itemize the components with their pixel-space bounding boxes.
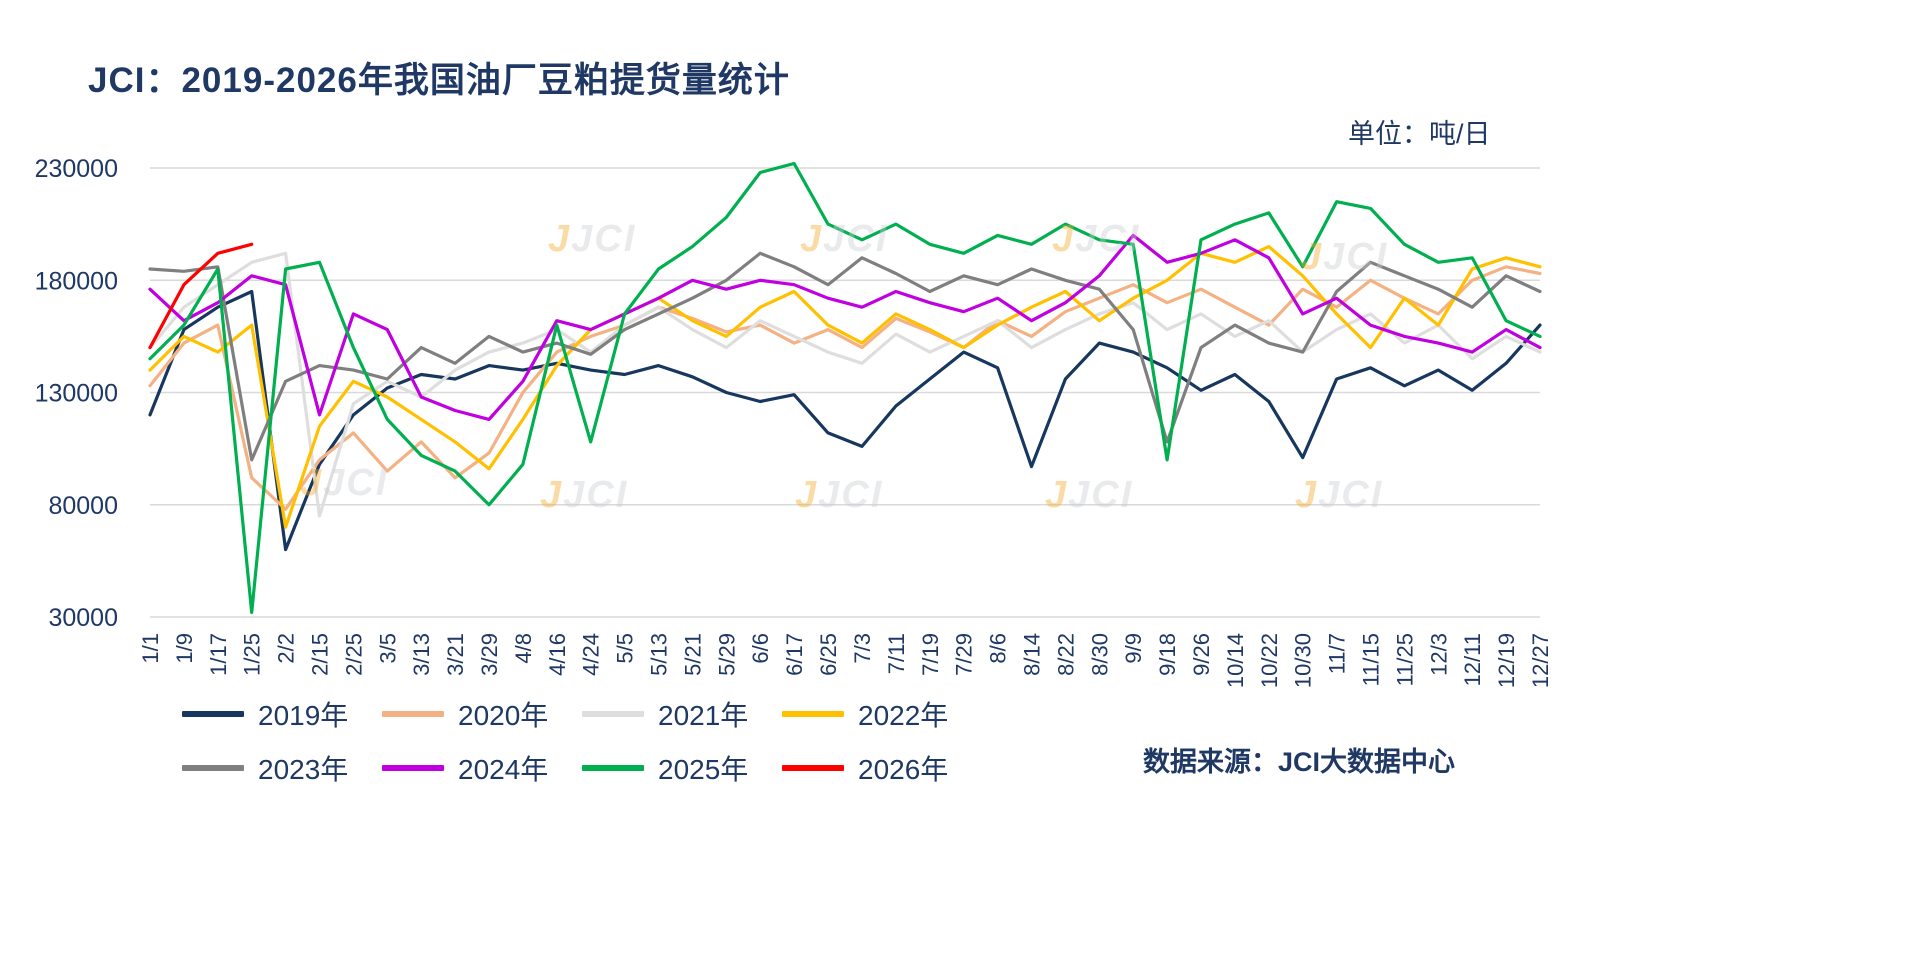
x-tick-label: 7/3 <box>850 633 875 664</box>
legend-swatch-2026 <box>782 765 844 771</box>
series-line-2022年 <box>148 245 1542 529</box>
x-tick-label: 12/27 <box>1528 633 1553 688</box>
data-source-label: 数据来源：JCI大数据中心 <box>1143 747 1456 777</box>
y-tick-label: 30000 <box>48 604 118 632</box>
x-tick-label: 7/19 <box>918 633 943 676</box>
legend-swatch-2025 <box>582 765 644 771</box>
x-tick-label: 11/25 <box>1392 633 1417 686</box>
page-title: JCI：2019-2026年我国油厂豆粕提货量统计 <box>88 61 790 100</box>
legend-swatch-2021 <box>582 711 644 717</box>
x-tick-label: 8/22 <box>1053 633 1078 676</box>
x-tick-label: 5/21 <box>680 633 705 676</box>
x-tick-label: 6/6 <box>748 633 773 664</box>
x-tick-label: 3/5 <box>375 633 400 664</box>
x-tick-label: 9/18 <box>1155 633 1180 676</box>
x-tick-label: 4/8 <box>511 633 536 664</box>
legend-label-2021: 2021年 <box>658 700 749 731</box>
x-tick-label: 1/1 <box>138 633 163 664</box>
y-tick-label: 180000 <box>35 267 118 295</box>
x-tick-label: 3/13 <box>409 633 434 676</box>
x-tick-label: 10/22 <box>1257 633 1282 688</box>
x-tick-label: 10/14 <box>1223 633 1248 688</box>
series-line-2021年 <box>148 251 1542 518</box>
x-tick-label: 5/5 <box>613 633 638 664</box>
x-tick-label: 11/15 <box>1358 633 1383 686</box>
legend-label-2025: 2025年 <box>658 754 749 785</box>
x-tick-label: 2/2 <box>274 633 299 664</box>
legend-label-2023: 2023年 <box>258 754 349 785</box>
legend-label-2019: 2019年 <box>258 700 349 731</box>
legend-swatch-2023 <box>182 765 244 771</box>
legend-swatch-2020 <box>382 711 444 717</box>
legend-item-2024: 2024年 <box>382 748 582 788</box>
legend-item-2025: 2025年 <box>582 748 782 788</box>
x-tick-label: 1/25 <box>240 633 265 676</box>
x-tick-label: 4/24 <box>579 633 604 676</box>
x-tick-label: 10/30 <box>1291 633 1316 688</box>
legend-item-2019: 2019年 <box>182 694 382 734</box>
legend-label-2022: 2022年 <box>858 700 949 731</box>
series-line-2019年 <box>148 289 1542 552</box>
x-tick-label: 8/30 <box>1087 633 1112 676</box>
x-tick-label: 1/9 <box>172 633 197 664</box>
legend-item-2023: 2023年 <box>182 748 382 788</box>
x-tick-label: 12/19 <box>1494 633 1519 688</box>
x-tick-label: 3/21 <box>443 633 468 676</box>
legend-label-2026: 2026年 <box>858 754 949 785</box>
legend-swatch-2022 <box>782 711 844 717</box>
x-tick-label: 6/17 <box>782 633 807 676</box>
series-line-2024年 <box>148 233 1542 421</box>
y-tick-label: 80000 <box>48 492 118 520</box>
chart-legend: 2019年 2020年 2021年 2022年 2023年 2024年 2025… <box>182 694 982 788</box>
series-line-2025年 <box>148 161 1542 615</box>
legend-swatch-2019 <box>182 711 244 717</box>
x-tick-label: 1/17 <box>206 633 231 676</box>
x-tick-label: 5/29 <box>714 633 739 676</box>
legend-label-2024: 2024年 <box>458 754 549 785</box>
x-tick-label: 8/6 <box>986 633 1011 664</box>
x-tick-label: 7/11 <box>884 633 909 674</box>
unit-label: 单位：吨/日 <box>1348 119 1491 149</box>
legend-item-2020: 2020年 <box>382 694 582 734</box>
x-tick-label: 12/3 <box>1426 633 1451 676</box>
x-tick-label: 12/11 <box>1460 633 1485 686</box>
x-tick-label: 4/16 <box>545 633 570 676</box>
x-tick-label: 9/26 <box>1189 633 1214 676</box>
y-tick-label: 130000 <box>35 380 118 408</box>
x-tick-label: 11/7 <box>1325 633 1350 674</box>
series-line-2026年 <box>148 242 254 350</box>
x-tick-label: 2/15 <box>308 633 333 676</box>
series-line-2020年 <box>148 265 1542 511</box>
legend-item-2022: 2022年 <box>782 694 982 734</box>
x-tick-label: 6/25 <box>816 633 841 676</box>
legend-swatch-2024 <box>382 765 444 771</box>
x-tick-label: 8/14 <box>1019 633 1044 676</box>
legend-label-2020: 2020年 <box>458 700 549 731</box>
x-tick-label: 3/29 <box>477 633 502 676</box>
x-tick-label: 9/9 <box>1121 633 1146 664</box>
x-tick-label: 5/13 <box>647 633 672 676</box>
y-tick-label: 230000 <box>35 155 118 183</box>
series-line-2023年 <box>148 251 1542 462</box>
x-tick-label: 2/25 <box>341 633 366 676</box>
legend-item-2026: 2026年 <box>782 748 982 788</box>
x-tick-label: 7/29 <box>952 633 977 676</box>
legend-item-2021: 2021年 <box>582 694 782 734</box>
